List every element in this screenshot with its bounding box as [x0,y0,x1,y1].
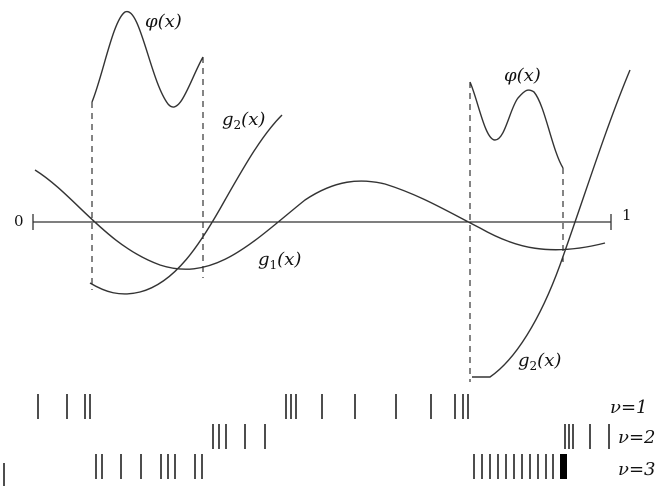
x-axis: 0 1 [14,206,632,230]
axis-left-label: 0 [14,212,24,230]
row-3-label: ν=3 [618,459,655,480]
g2-top-label: g2(x) [222,109,265,132]
phi-left-label: φ(x) [145,11,182,32]
g2-bottom-label: g2(x) [518,350,561,373]
tick-row-3-dense-block [560,454,567,479]
dashed-guides [91,57,564,382]
phi-left-curve [91,11,204,108]
tick-row-2 [212,424,610,449]
g1-curve [34,169,606,270]
axis-right-label: 1 [622,206,632,224]
tick-row-3 [3,454,567,486]
tick-row-1 [37,394,469,419]
row-1-label: ν=1 [610,397,647,418]
g2-right-curve [472,69,631,378]
g2-left-curve [89,114,283,295]
g1-label: g1(x) [258,249,301,272]
phi-right-curve [469,81,564,169]
row-2-label: ν=2 [618,427,655,448]
phi-right-label: φ(x) [504,65,541,86]
